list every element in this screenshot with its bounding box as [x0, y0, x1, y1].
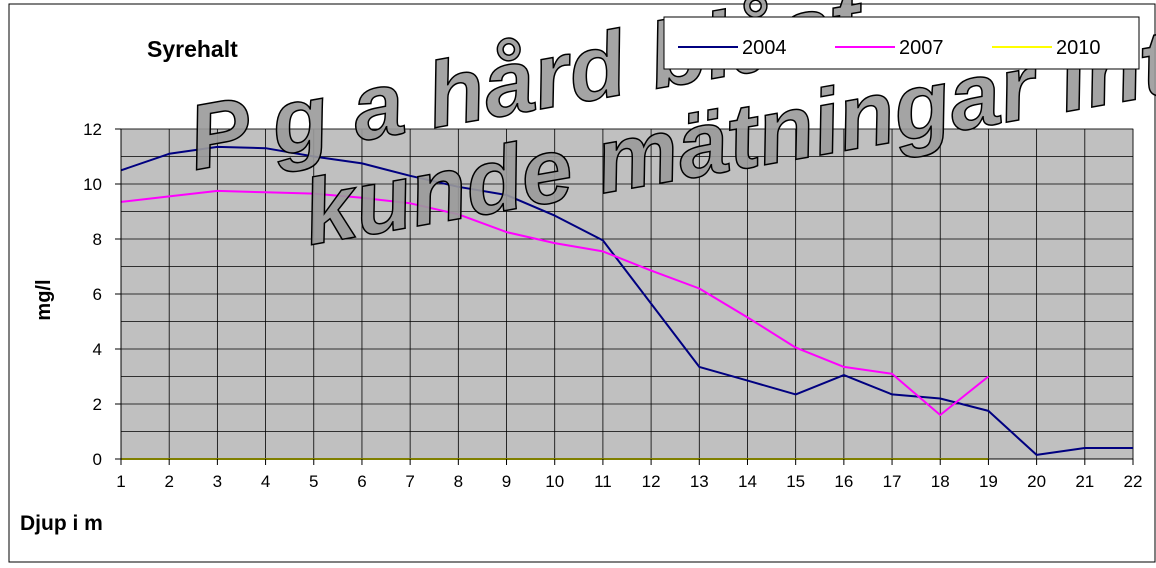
- x-tick-label: 15: [786, 472, 805, 491]
- legend: 2004 2007 2010: [663, 16, 1140, 70]
- legend-label-2007: 2007: [899, 37, 944, 59]
- x-tick-label: 21: [1075, 472, 1094, 491]
- y-tick-label: 2: [93, 395, 102, 414]
- x-tick-label: 18: [931, 472, 950, 491]
- y-tick-label: 8: [93, 230, 102, 249]
- x-tick-label: 13: [690, 472, 709, 491]
- x-tick-label: 5: [309, 472, 318, 491]
- x-tick-label: 8: [454, 472, 463, 491]
- series-line-2004: [120, 145, 1133, 456]
- x-tick-label: 6: [357, 472, 366, 491]
- x-tick-label: 17: [883, 472, 902, 491]
- x-tick-label: 14: [738, 472, 757, 491]
- x-tick-label: 11: [594, 472, 612, 491]
- legend-box: [663, 16, 1140, 70]
- x-tick-label: 4: [261, 472, 270, 491]
- legend-label-2004: 2004: [742, 37, 787, 59]
- x-tick-label: 12: [642, 472, 661, 491]
- y-tick-label: 0: [93, 450, 102, 469]
- x-tick-label: 19: [979, 472, 998, 491]
- y-tick-label: 4: [93, 340, 102, 359]
- y-tick-label: 10: [83, 175, 102, 194]
- legend-label-2010: 2010: [1056, 37, 1101, 59]
- x-tick-label: 7: [405, 472, 414, 491]
- x-axis-title: Djup i m: [20, 512, 103, 535]
- gridlines: [120, 128, 1134, 460]
- x-tick-label: 9: [502, 472, 511, 491]
- x-tick-label: 22: [1124, 472, 1143, 491]
- x-tick-label: 1: [116, 472, 125, 491]
- y-tick-label: 6: [93, 285, 102, 304]
- x-tick-label: 2: [164, 472, 173, 491]
- x-tick-label: 3: [213, 472, 222, 491]
- chart-title: Syrehalt: [147, 36, 238, 62]
- y-tick-label: 12: [83, 120, 102, 139]
- x-tick-label: 20: [1027, 472, 1046, 491]
- y-axis-title: mg/l: [33, 279, 55, 320]
- series-line-2007: [120, 189, 990, 416]
- x-tick-label: 10: [545, 472, 564, 491]
- x-tick-label: 16: [834, 472, 853, 491]
